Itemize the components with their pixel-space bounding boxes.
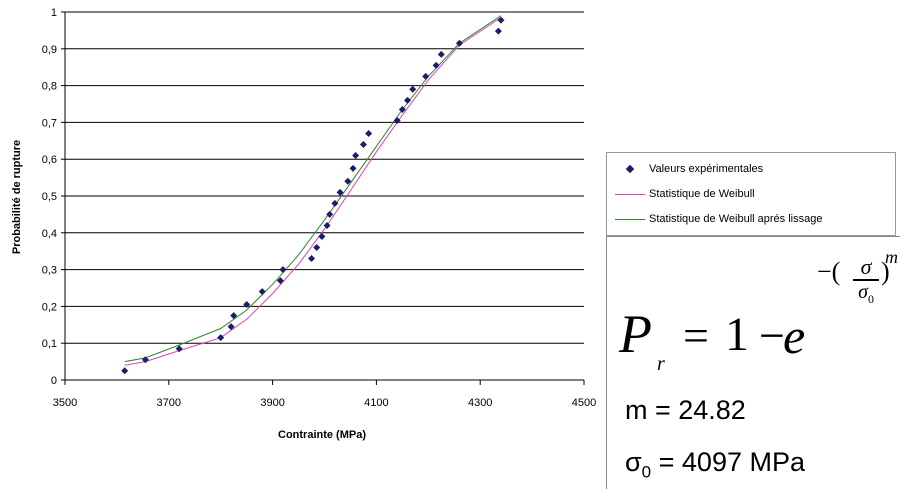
y-tick-label: 0,1	[42, 338, 57, 350]
y-tick-label: 0,6	[42, 154, 57, 166]
data-point	[494, 27, 502, 35]
data-point	[121, 367, 129, 375]
x-tick-label: 3700	[157, 397, 181, 409]
legend-label-weibull: Statistique de Weibull	[649, 188, 755, 200]
data-point	[276, 277, 284, 285]
data-point	[359, 140, 367, 148]
formula-m: m	[885, 247, 898, 267]
series-lines	[124, 15, 502, 366]
series-line-1	[124, 17, 502, 366]
x-tick-label: 3500	[53, 397, 77, 409]
data-point	[432, 61, 440, 69]
x-axis-label: Contrainte (MPa)	[278, 429, 366, 441]
y-tick-label: 1	[51, 7, 57, 19]
data-point	[141, 356, 149, 364]
data-point	[308, 255, 316, 263]
x-tick-labels: 3500 3700 3900 4100 4300 4500	[53, 397, 596, 409]
chart-svg: 0 0,1 0,2 0,3 0,4 0,5 0,6 0,7 0,8 0,9 1 3500 3700 39…	[11, 7, 596, 441]
data-point	[279, 266, 287, 274]
y-tick-label: 0,4	[42, 228, 57, 240]
line-marker-icon	[615, 188, 645, 200]
data-point	[344, 177, 352, 185]
data-point	[336, 188, 344, 196]
data-point	[398, 106, 406, 114]
y-tick-label: 0,7	[42, 117, 57, 129]
y-tick-label: 0,9	[42, 44, 57, 56]
legend-item-weibull: Statistique de Weibull	[615, 184, 755, 204]
legend-label-weibull-smoothed: Statistique de Weibull aprés lissage	[649, 213, 823, 225]
series-points	[121, 16, 505, 375]
data-point	[326, 210, 334, 218]
y-tick-label: 0,3	[42, 265, 57, 277]
formula-r-subscript: r	[657, 353, 665, 375]
data-point	[455, 39, 463, 47]
data-point	[227, 323, 235, 331]
weibull-formula-box: P r = 1 − e −( σ σ0 ) m m = 24.82 σ0 = 4…	[606, 236, 900, 489]
chart-axes	[61, 11, 585, 385]
formula-sigma: σ	[853, 255, 879, 281]
data-point	[243, 301, 251, 309]
legend-item-experimental: Valeurs expérimentales	[615, 159, 763, 179]
x-tick-label: 4300	[468, 397, 492, 409]
formula-sigma0: σ0	[858, 281, 874, 306]
data-point	[437, 50, 445, 58]
data-point	[175, 345, 183, 353]
legend-label-experimental: Valeurs expérimentales	[649, 163, 764, 175]
data-point	[331, 199, 339, 207]
formula-minus: −	[759, 310, 785, 361]
formula-exp-open: −(	[817, 257, 841, 286]
formula-equals: =	[683, 310, 709, 361]
data-point	[409, 85, 417, 93]
formula-P: P	[619, 304, 652, 364]
data-point	[422, 72, 430, 80]
data-point	[404, 96, 412, 104]
diamond-marker-icon	[615, 163, 645, 175]
data-point	[313, 244, 321, 252]
data-point	[318, 232, 326, 240]
data-point	[365, 129, 373, 137]
x-tick-label: 4100	[364, 397, 388, 409]
formula-one: 1	[725, 308, 749, 361]
param-m: m = 24.82	[625, 395, 746, 425]
param-sigma0: σ0 = 4097 MPa	[625, 447, 805, 482]
data-point	[393, 117, 401, 125]
formula-fraction: σ σ0	[853, 255, 879, 310]
y-tick-label: 0,5	[42, 191, 57, 203]
y-axis-label: Probabilité de rupture	[11, 140, 23, 254]
y-tick-label: 0,2	[42, 301, 57, 313]
data-point	[323, 221, 331, 229]
series-line-2	[124, 15, 502, 363]
y-tick-labels: 0 0,1 0,2 0,3 0,4 0,5 0,6 0,7 0,8 0,9 1	[42, 7, 57, 387]
legend-item-weibull-smoothed: Statistique de Weibull aprés lissage	[615, 209, 822, 229]
data-point	[230, 312, 238, 320]
data-point	[497, 16, 505, 24]
x-tick-label: 4500	[572, 397, 596, 409]
data-point	[217, 334, 225, 342]
data-point	[258, 288, 266, 296]
line-marker-icon	[615, 213, 645, 225]
y-tick-label: 0	[51, 375, 57, 387]
x-tick-label: 3900	[260, 397, 284, 409]
formula-exp-close: )	[881, 257, 890, 286]
data-point	[352, 152, 360, 160]
data-point	[349, 164, 357, 172]
y-tick-label: 0,8	[42, 81, 57, 93]
formula-e: e	[783, 308, 806, 364]
chart-legend: Valeurs expérimentales Statistique de We…	[606, 152, 896, 236]
grid-lines	[65, 11, 584, 344]
